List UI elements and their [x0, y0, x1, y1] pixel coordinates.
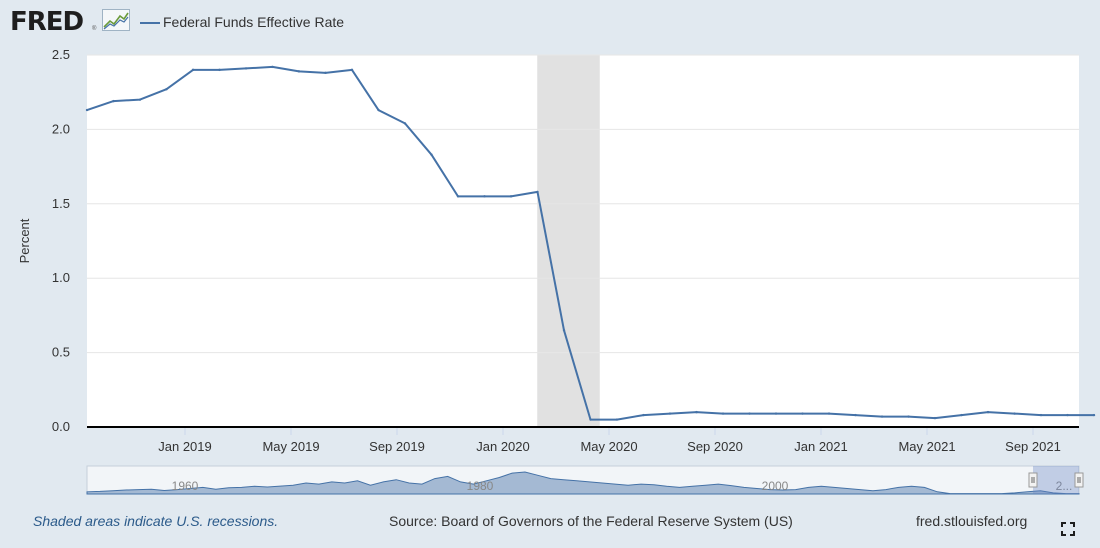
data-point[interactable] — [854, 413, 857, 417]
chart-header: FRED ® Federal Funds Effective Rate — [0, 0, 1100, 46]
data-point[interactable] — [244, 67, 248, 70]
fred-logo[interactable]: FRED — [10, 7, 84, 37]
navigator-labels: 1960 1980 2000 2... — [172, 479, 1073, 493]
y-tick-label: 2.0 — [52, 121, 70, 136]
recession-note: Shaded areas indicate U.S. recessions. — [33, 513, 279, 529]
data-point[interactable] — [827, 412, 831, 415]
x-tick-label: May 2019 — [262, 439, 319, 454]
navigator-label: 2... — [1056, 479, 1073, 493]
source-url[interactable]: fred.stlouisfed.org — [916, 513, 1028, 529]
data-point[interactable] — [165, 88, 168, 91]
fullscreen-icon[interactable] — [1061, 522, 1075, 536]
navigator-label: 1960 — [172, 479, 199, 493]
data-point[interactable] — [324, 71, 327, 75]
data-point[interactable] — [721, 412, 725, 415]
data-point[interactable] — [774, 412, 778, 415]
registered-mark: ® — [92, 26, 97, 32]
navigator-selection[interactable] — [1033, 466, 1079, 494]
data-point[interactable] — [589, 418, 592, 421]
x-tick-label: Jan 2021 — [794, 439, 848, 454]
y-tick-label: 0.5 — [52, 345, 70, 360]
data-point[interactable] — [112, 99, 115, 103]
x-tick-label: Jan 2019 — [158, 439, 212, 454]
data-point[interactable] — [377, 108, 380, 112]
chart-line-icon — [102, 9, 130, 31]
data-point[interactable] — [218, 68, 221, 72]
y-tick-label: 1.0 — [52, 270, 70, 285]
legend-label: Federal Funds Effective Rate — [163, 14, 345, 30]
data-point[interactable] — [933, 416, 937, 420]
line-chart: 0.0 0.5 1.0 1.5 2.0 2.5 Jan 2019 May 2019 Sep 2… — [17, 47, 1096, 495]
data-point[interactable] — [668, 412, 672, 415]
data-point[interactable] — [350, 68, 354, 72]
data-point[interactable] — [562, 329, 566, 332]
x-tick-label: Jan 2020 — [476, 439, 530, 454]
x-tick-label: May 2021 — [898, 439, 955, 454]
data-point[interactable] — [191, 68, 195, 72]
data-point[interactable] — [986, 410, 990, 414]
data-point[interactable] — [509, 195, 513, 198]
x-tick-label: May 2020 — [580, 439, 637, 454]
navigator-background — [86, 465, 1080, 495]
data-point[interactable] — [801, 412, 804, 415]
x-tick-label: Sep 2019 — [369, 439, 425, 454]
data-point[interactable] — [615, 418, 619, 421]
navigator-label: 1980 — [467, 479, 494, 493]
data-point[interactable] — [1013, 412, 1016, 415]
data-point[interactable] — [403, 122, 407, 125]
range-navigator[interactable]: 1960 1980 2000 2... — [86, 465, 1084, 495]
data-point[interactable] — [907, 415, 910, 418]
y-axis-ticks: 0.0 0.5 1.0 1.5 2.0 2.5 — [52, 47, 70, 434]
y-tick-label: 0.0 — [52, 419, 70, 434]
data-point[interactable] — [297, 70, 301, 73]
data-point[interactable] — [642, 413, 645, 417]
data-point[interactable] — [138, 98, 142, 101]
data-point[interactable] — [430, 153, 433, 156]
gridlines — [87, 54, 1079, 354]
data-point[interactable] — [695, 410, 698, 414]
data-point[interactable] — [1039, 413, 1043, 417]
legend-swatch — [140, 22, 160, 24]
navigator-left-handle[interactable] — [1028, 472, 1038, 488]
data-point[interactable] — [748, 412, 751, 415]
source-text: Source: Board of Governors of the Federa… — [389, 513, 793, 529]
data-point[interactable] — [960, 413, 963, 417]
data-point[interactable] — [85, 108, 89, 112]
navigator-series-area — [86, 471, 1080, 495]
data-point[interactable] — [456, 195, 460, 198]
y-tick-label: 2.5 — [52, 47, 70, 62]
navigator-label: 2000 — [762, 479, 789, 493]
data-point[interactable] — [483, 195, 486, 198]
data-point[interactable] — [1092, 413, 1096, 417]
data-point[interactable] — [1066, 413, 1069, 417]
x-tick-label: Sep 2021 — [1005, 439, 1061, 454]
x-axis-ticks: Jan 2019 May 2019 Sep 2019 Jan 2020 May 2020… — [158, 427, 1061, 454]
y-tick-label: 1.5 — [52, 196, 70, 211]
x-tick-label: Sep 2020 — [687, 439, 743, 454]
series-layer — [85, 65, 1096, 421]
y-axis-label: Percent — [17, 218, 32, 263]
navigator-right-handle[interactable] — [1074, 472, 1084, 488]
data-point[interactable] — [271, 65, 274, 69]
data-point[interactable] — [880, 415, 884, 418]
data-point[interactable] — [536, 190, 539, 194]
